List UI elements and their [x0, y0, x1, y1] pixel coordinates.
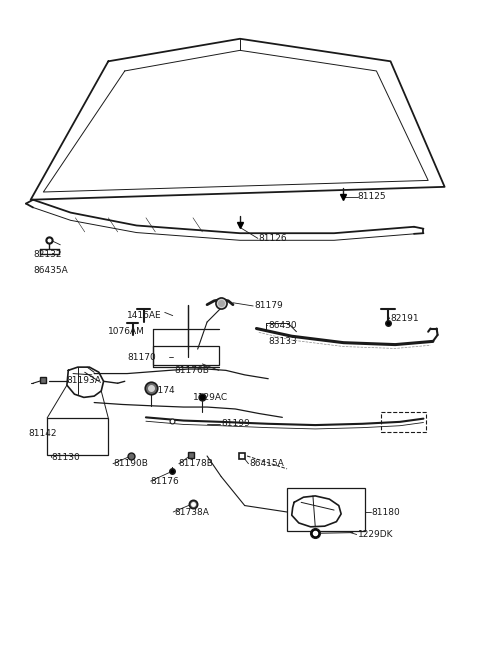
Text: 81190B: 81190B [113, 459, 148, 468]
Bar [381, 412, 426, 432]
Text: 1076AM: 1076AM [108, 327, 145, 336]
Text: 83133: 83133 [268, 337, 297, 346]
Text: 81180: 81180 [372, 507, 400, 516]
Text: 81125: 81125 [358, 192, 386, 201]
Text: 81176: 81176 [151, 476, 180, 486]
Text: 1416AE: 1416AE [127, 311, 162, 320]
Text: 81178B: 81178B [179, 459, 214, 468]
Text: 81142: 81142 [28, 429, 57, 438]
Text: 86435A: 86435A [33, 266, 68, 275]
Text: 1129AC: 1129AC [193, 393, 228, 402]
Text: 81176B: 81176B [174, 366, 209, 375]
Text: 81126: 81126 [259, 234, 288, 243]
Text: 81179: 81179 [254, 302, 283, 311]
Text: 81199: 81199 [221, 419, 250, 428]
Text: 81193A: 81193A [66, 376, 101, 384]
Text: 81738A: 81738A [174, 507, 209, 516]
Bar [153, 346, 219, 365]
Text: 1229DK: 1229DK [358, 530, 393, 539]
Text: 82132: 82132 [33, 250, 61, 259]
Bar [47, 418, 108, 455]
Text: 86415A: 86415A [250, 459, 284, 468]
Text: 81170: 81170 [127, 353, 156, 362]
Bar [287, 487, 365, 532]
Text: 81130: 81130 [52, 453, 81, 462]
Text: 81174: 81174 [146, 386, 175, 396]
Text: 82191: 82191 [391, 314, 419, 323]
Text: 86430: 86430 [268, 321, 297, 330]
